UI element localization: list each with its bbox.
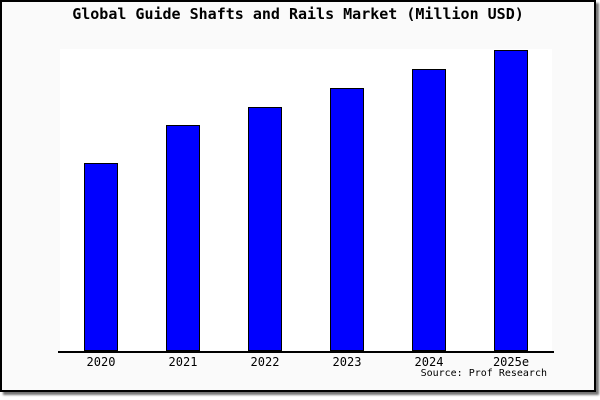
x-axis-line	[58, 351, 554, 353]
x-tick-label-2021: 2021	[168, 355, 198, 369]
plot-area	[60, 49, 552, 351]
x-tick-label-2020: 2020	[86, 355, 116, 369]
bar-2024	[412, 69, 446, 351]
bar-2023	[330, 88, 364, 351]
x-tick-label-2024: 2024	[414, 355, 444, 369]
bar-2022	[248, 107, 282, 351]
bar-2021	[166, 125, 200, 351]
chart-title: Global Guide Shafts and Rails Market (Mi…	[72, 5, 524, 23]
x-tick-label-2023: 2023	[332, 355, 362, 369]
bar-2020	[84, 163, 118, 351]
bar-2025e	[494, 50, 528, 351]
chart-frame: Global Guide Shafts and Rails Market (Mi…	[0, 0, 596, 392]
x-tick-label-2025e: 2025e	[492, 355, 530, 369]
x-tick-label-2022: 2022	[250, 355, 280, 369]
source-note: Source: Prof Research	[420, 368, 547, 379]
x-axis-ticks: 2020 2021 2022 2023 2024 2025e	[60, 355, 552, 369]
